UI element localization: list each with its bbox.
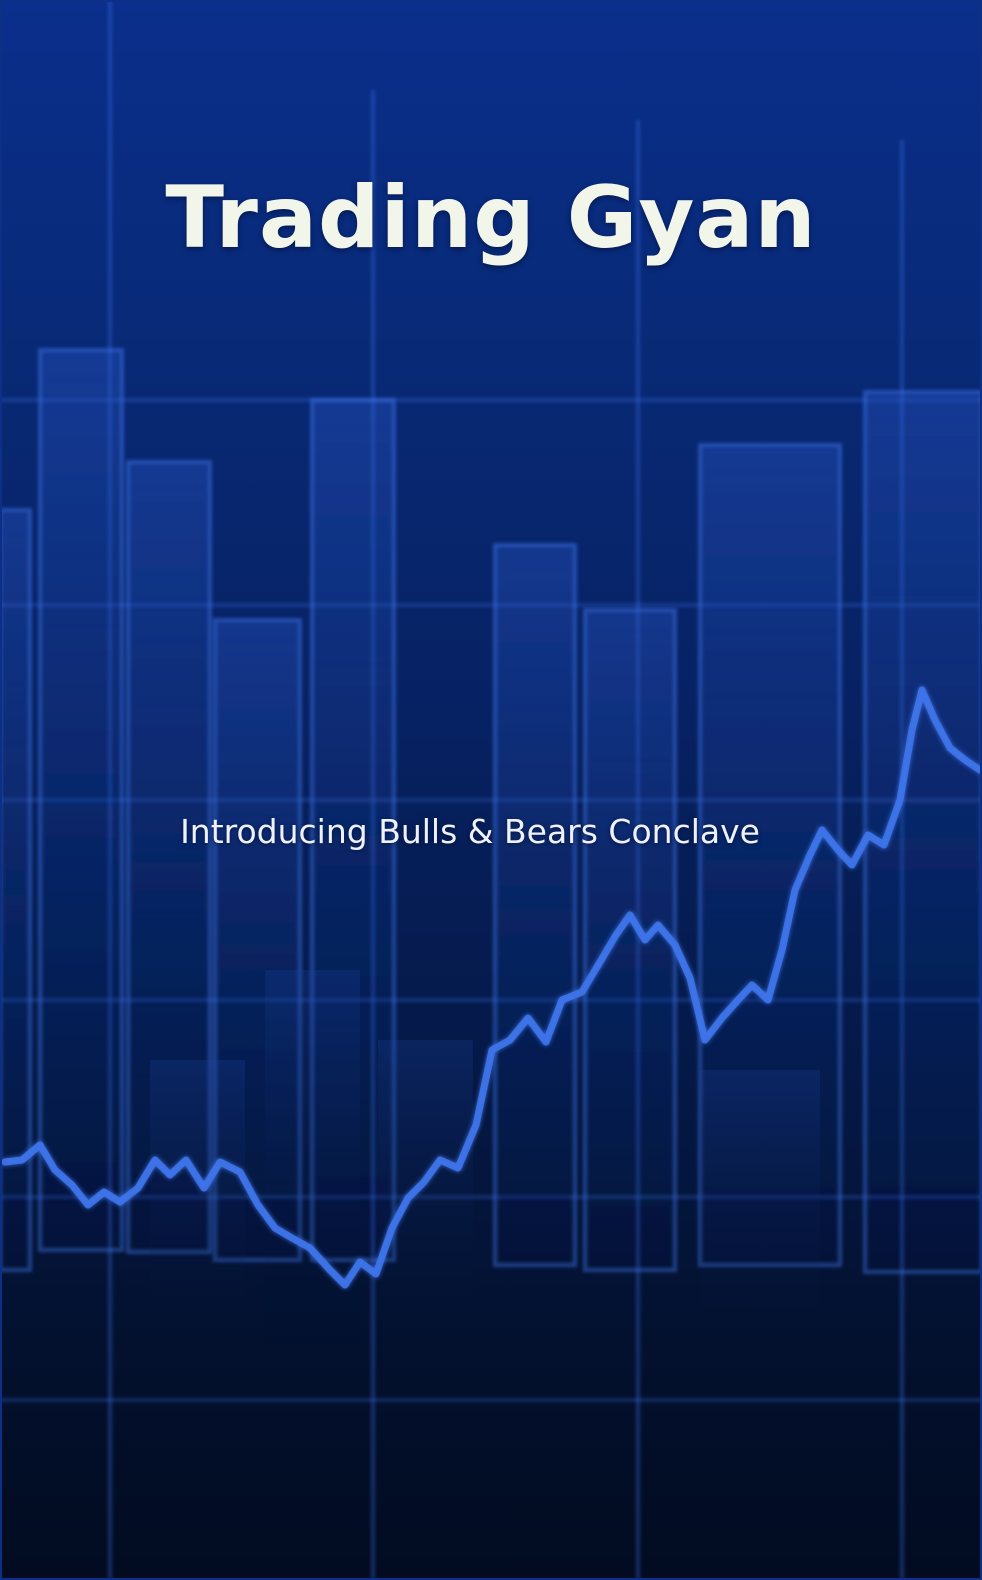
price-line — [1, 686, 982, 1289]
app-subtitle: Introducing Bulls & Bears Conclave — [180, 812, 760, 851]
app-title: Trading Gyan — [165, 168, 817, 268]
lower-blocks — [150, 970, 820, 1370]
background-bars — [0, 348, 982, 1274]
